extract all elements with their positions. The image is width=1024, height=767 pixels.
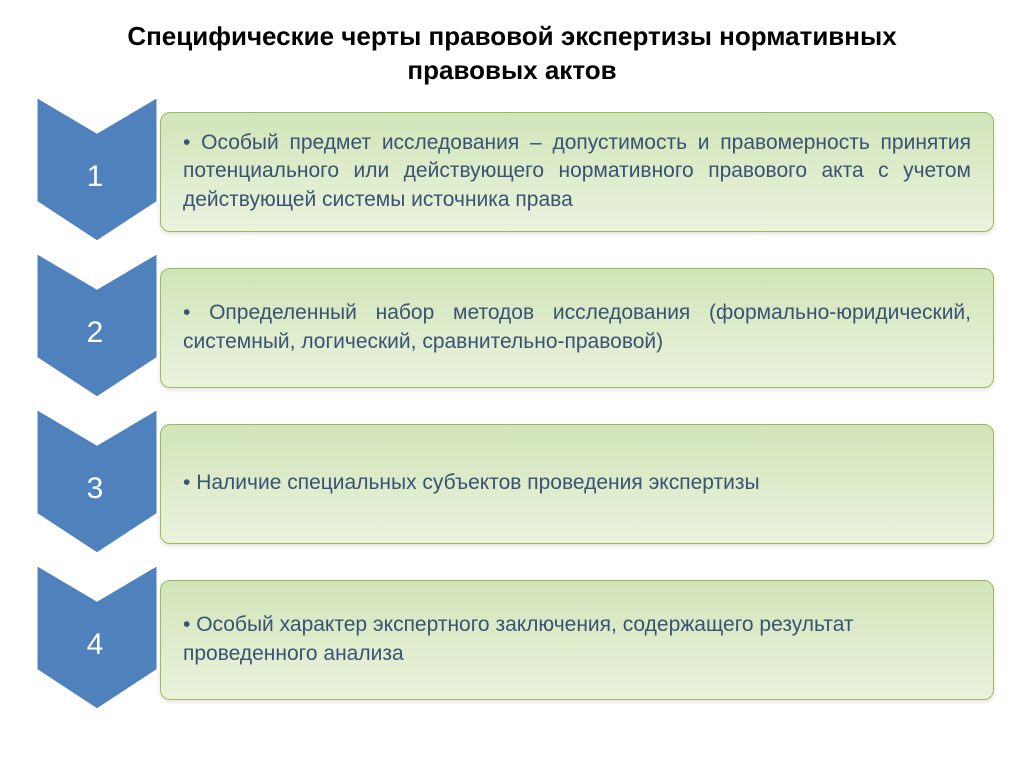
chevron-marker: 1	[30, 112, 160, 232]
item-text: Особый характер экспертного заключения, …	[183, 611, 971, 668]
content-box: Особый характер экспертного заключения, …	[160, 580, 994, 700]
item-number: 3	[87, 472, 104, 506]
content-box: Наличие специальных субъектов проведения…	[160, 424, 994, 544]
item-number: 4	[87, 628, 104, 662]
page-title: Специфические черты правовой экспертизы …	[30, 20, 994, 88]
chevron-marker: 2	[30, 268, 160, 388]
list-item: 4 Особый характер экспертного заключения…	[30, 580, 994, 700]
list-item: 2 Определенный набор методов исследовани…	[30, 268, 994, 388]
item-number: 1	[87, 160, 104, 194]
item-number: 2	[87, 316, 104, 350]
chevron-marker: 3	[30, 424, 160, 544]
content-box: Определенный набор методов исследования …	[160, 268, 994, 388]
item-text: Наличие специальных субъектов проведения…	[183, 469, 760, 497]
content-box: Особый предмет исследования – допустимос…	[160, 112, 994, 232]
item-text: Особый предмет исследования – допустимос…	[183, 129, 971, 214]
item-text: Определенный набор методов исследования …	[183, 299, 971, 356]
chevron-marker: 4	[30, 580, 160, 700]
list-item: 3 Наличие специальных субъектов проведен…	[30, 424, 994, 544]
list-item: 1 Особый предмет исследования – допустим…	[30, 112, 994, 232]
